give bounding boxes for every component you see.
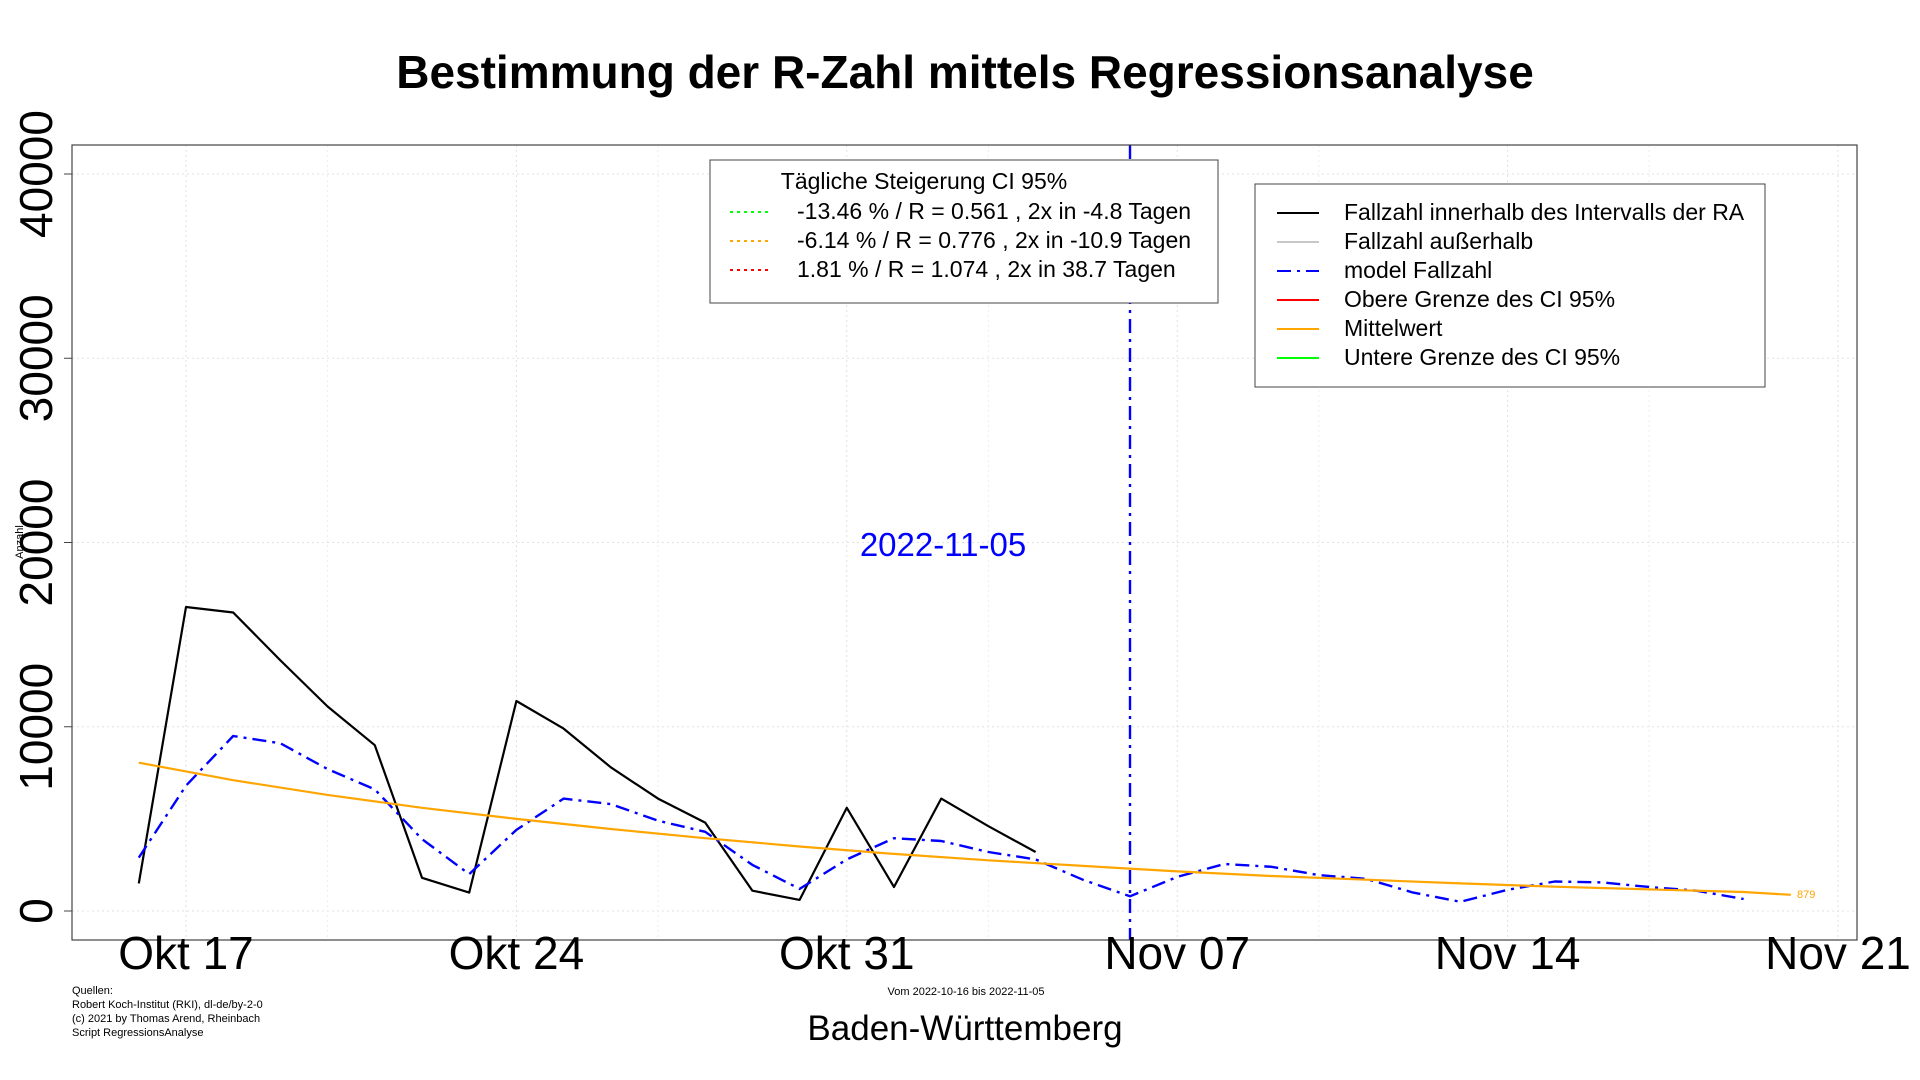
legend-series-label: Untere Grenze des CI 95%	[1344, 344, 1620, 370]
legend-series-label: Mittelwert	[1344, 315, 1443, 341]
y-tick-label: 40000	[10, 110, 62, 238]
source-line: Script RegressionsAnalyse	[72, 1027, 203, 1039]
x-tick-label: Okt 17	[118, 927, 254, 979]
legend-ci: Tägliche Steigerung CI 95% -13.46 % / R =…	[709, 159, 1219, 304]
legend-series-label: Fallzahl außerhalb	[1344, 228, 1533, 254]
series-line	[138, 761, 1791, 896]
legend-series-box	[1254, 183, 1766, 388]
x-tick-label: Okt 31	[779, 927, 915, 979]
x-tick-label: Nov 07	[1104, 927, 1250, 979]
y-tick-label: 0	[10, 898, 62, 924]
vline-date-label: 2022-11-05	[860, 526, 1026, 563]
source-line: (c) 2021 by Thomas Arend, Rheinbach	[72, 1013, 260, 1025]
x-tick-label: Nov 21	[1765, 927, 1911, 979]
legend-series-label: Obere Grenze des CI 95%	[1344, 286, 1615, 312]
legend-ci-label: 1.81 % / R = 1.074 , 2x in 38.7 Tagen	[797, 256, 1176, 282]
source-notes: Quellen: Robert Koch-Institut (RKI), dl-…	[72, 985, 263, 1039]
x-axis-label: Baden-Württemberg	[807, 1009, 1122, 1048]
end-value-label: 879	[1797, 889, 1815, 901]
legend-series: Fallzahl innerhalb des Intervalls der RA…	[1254, 183, 1766, 388]
legend-series-label: Fallzahl innerhalb des Intervalls der RA	[1344, 199, 1745, 225]
legend-ci-label: -13.46 % / R = 0.561 , 2x in -4.8 Tagen	[797, 198, 1191, 224]
legend-ci-label: -6.14 % / R = 0.776 , 2x in -10.9 Tagen	[797, 227, 1191, 253]
y-tick-label: 20000	[10, 479, 62, 607]
legend-ci-box	[709, 159, 1219, 304]
x-axis: Okt 17 Okt 24 Okt 31 Nov 07 Nov 14 Nov 21	[118, 927, 1911, 979]
y-tick-label: 10000	[10, 663, 62, 791]
date-range-subtitle: Vom 2022-10-16 bis 2022-11-05	[888, 986, 1045, 998]
x-tick-label: Nov 14	[1435, 927, 1581, 979]
legend-ci-title: Tägliche Steigerung CI 95%	[781, 168, 1067, 194]
source-line: Quellen:	[72, 985, 113, 997]
series-line	[137, 605, 1037, 902]
y-axis: 0 10000 20000 30000 40000	[10, 110, 72, 924]
series-lines	[137, 145, 1791, 940]
y-axis-label: Anzahl	[14, 525, 26, 559]
chart-title: Bestimmung der R-Zahl mittels Regression…	[396, 46, 1534, 98]
y-tick-label: 30000	[10, 294, 62, 422]
legend-series-label: model Fallzahl	[1344, 257, 1492, 283]
series-line	[137, 734, 1744, 903]
x-tick-label: Okt 24	[449, 927, 585, 979]
source-line: Robert Koch-Institut (RKI), dl-de/by-2-0	[72, 999, 263, 1011]
